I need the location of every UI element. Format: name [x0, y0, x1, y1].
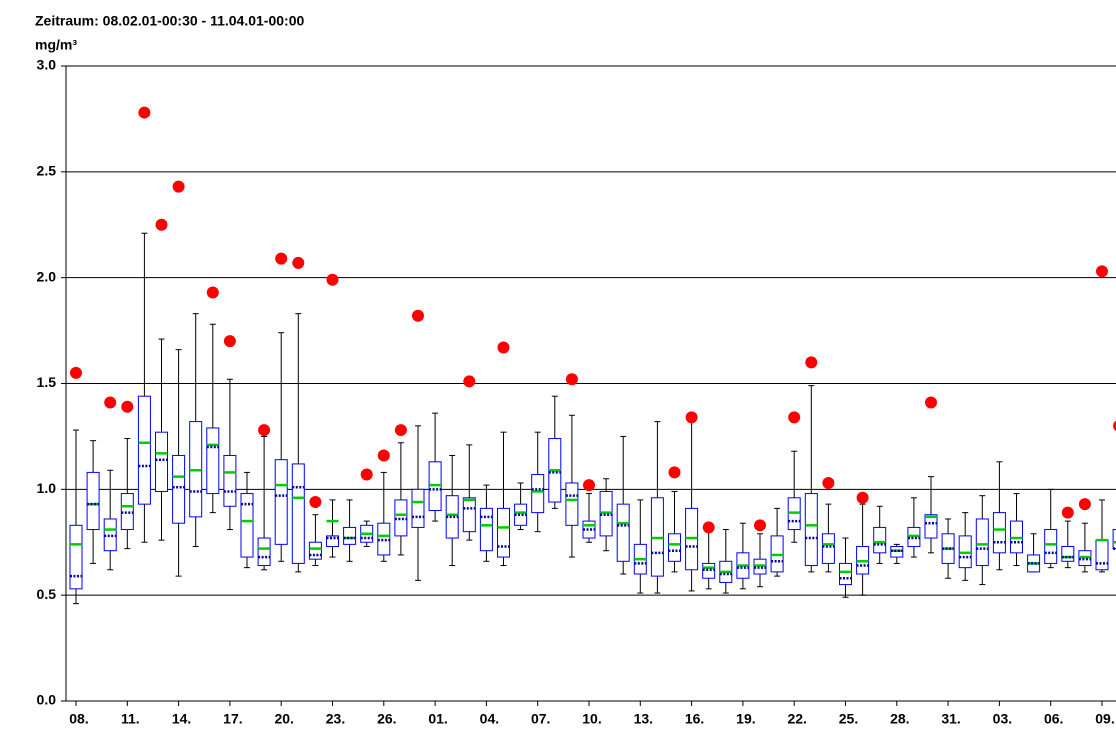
box [1061, 545, 1075, 562]
box [326, 535, 339, 547]
max-point [155, 218, 168, 231]
box [343, 526, 357, 545]
x-tick-label: 23. [326, 711, 345, 727]
x-tick-label: 20. [274, 711, 293, 727]
box [69, 524, 83, 590]
box [616, 503, 630, 562]
x-tick-label: 22. [787, 711, 806, 727]
box [1112, 529, 1116, 550]
y-tick-label: 1.0 [37, 480, 57, 496]
max-point [70, 366, 82, 379]
box [257, 537, 271, 567]
max-point [463, 375, 476, 388]
max-point [206, 286, 219, 299]
x-tick-label: 03. [993, 711, 1012, 727]
x-tick-label: 19. [736, 711, 755, 727]
y-tick-label: 2.0 [37, 268, 57, 284]
max-point [377, 449, 390, 462]
box [240, 493, 254, 558]
max-point [856, 491, 869, 504]
max-point [754, 519, 766, 532]
max-point [104, 396, 117, 409]
x-tick-label: 17. [223, 711, 242, 727]
max-point [583, 479, 595, 492]
box [992, 512, 1006, 554]
box [839, 562, 852, 586]
max-point [668, 466, 681, 479]
box [924, 514, 938, 539]
x-tick-label: 16. [685, 711, 704, 727]
max-point [292, 256, 305, 269]
max-point [223, 335, 236, 348]
box [821, 533, 835, 564]
box [1044, 529, 1058, 564]
max-point [1078, 498, 1091, 511]
y-tick-label: 1.5 [37, 374, 57, 390]
box [274, 459, 288, 545]
box [223, 454, 237, 507]
x-tick-label: 08. [69, 711, 88, 727]
box [668, 533, 681, 562]
box [206, 427, 220, 495]
y-tick-label: 0.5 [37, 586, 57, 602]
x-tick-label: 09. [1095, 711, 1114, 727]
box [291, 463, 305, 564]
x-tick-label: 01. [428, 711, 447, 727]
x-tick-label: 11. [121, 711, 140, 727]
y-tick-label: 2.5 [37, 163, 57, 179]
box [873, 526, 887, 554]
max-point [258, 424, 271, 437]
box [479, 507, 493, 552]
max-point [788, 411, 801, 424]
x-tick-label: 26. [377, 711, 396, 727]
max-point [412, 309, 424, 322]
y-tick-label: 3.0 [37, 57, 57, 73]
max-point [275, 252, 288, 265]
max-point [805, 356, 818, 369]
x-tick-label: 06. [1044, 711, 1063, 727]
max-point [702, 521, 715, 534]
max-point [1096, 265, 1108, 278]
x-tick-label: 31. [941, 711, 960, 727]
box [1095, 539, 1109, 571]
box [308, 541, 322, 560]
max-point [326, 273, 339, 286]
box [975, 518, 989, 567]
x-tick-label: 25. [839, 711, 858, 727]
max-point [925, 396, 937, 409]
box [411, 488, 425, 528]
max-point [1061, 506, 1074, 519]
max-point [394, 424, 407, 437]
box [804, 493, 818, 567]
box [462, 497, 476, 533]
max-point [172, 180, 185, 193]
max-point [1113, 420, 1116, 431]
x-tick-label: 07. [531, 711, 550, 727]
y-tick-label: 0.0 [37, 692, 57, 708]
max-point [360, 468, 373, 481]
max-point [822, 476, 835, 489]
box [86, 471, 100, 531]
max-point [565, 373, 578, 386]
box [137, 395, 151, 505]
box [565, 482, 579, 526]
y-axis-label: mg/m³ [35, 37, 77, 53]
max-point [309, 496, 322, 509]
max-point [121, 400, 134, 413]
x-tick-label: 14. [172, 711, 191, 727]
box [155, 431, 168, 492]
box [497, 507, 510, 558]
x-tick-label: 10. [582, 711, 601, 727]
max-point [497, 341, 510, 354]
chart-title: Zeitraum: 08.02.01-00:30 - 11.04.01-00:0… [35, 13, 304, 29]
x-tick-label: 04. [480, 711, 499, 727]
box [531, 474, 545, 514]
max-point [685, 411, 698, 424]
max-point [138, 106, 151, 119]
x-tick-label: 13. [634, 711, 653, 727]
x-tick-label: 28. [890, 711, 909, 727]
box [172, 454, 186, 524]
